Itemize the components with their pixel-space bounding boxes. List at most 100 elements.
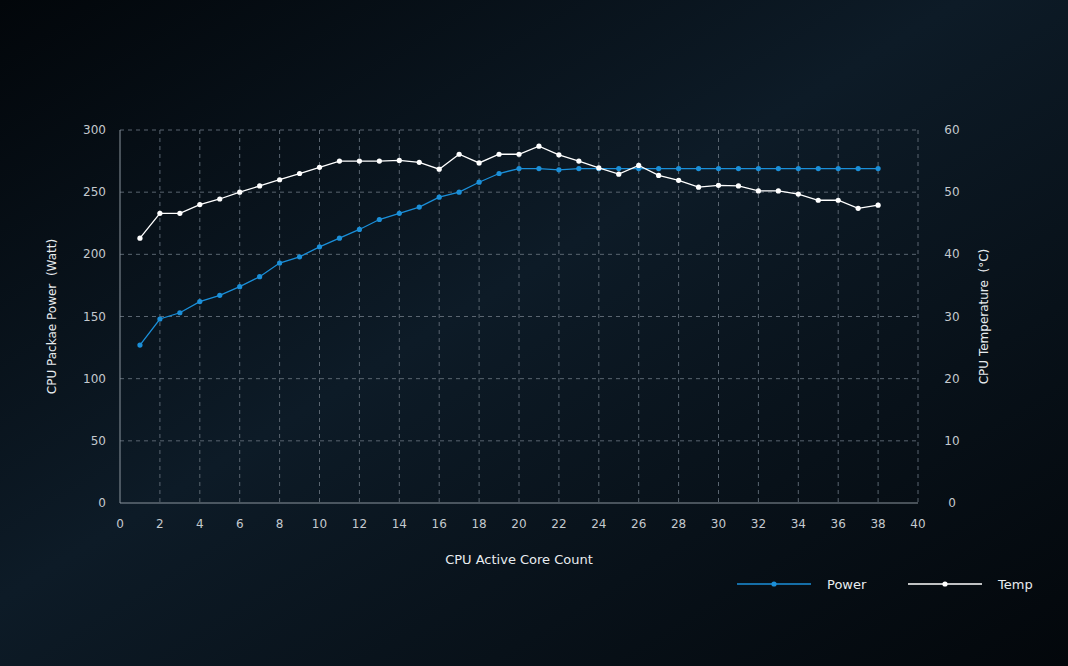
y2-tick-label: 60 <box>944 123 959 137</box>
grid-line-x <box>439 130 440 503</box>
series-marker <box>556 152 561 157</box>
series-marker <box>457 190 462 195</box>
series-marker <box>676 166 681 171</box>
series-marker <box>477 180 482 185</box>
y2-tick-label: 0 <box>948 496 956 510</box>
series-marker <box>596 165 601 170</box>
series-marker <box>337 236 342 241</box>
series-marker <box>177 211 182 216</box>
series-marker <box>237 284 242 289</box>
series-marker <box>337 158 342 163</box>
series-marker <box>217 196 222 201</box>
series-marker <box>856 166 861 171</box>
series-marker <box>377 217 382 222</box>
legend-label: Temp <box>997 577 1033 592</box>
series-marker <box>856 206 861 211</box>
x-tick-label: 22 <box>551 517 566 531</box>
series-marker <box>516 166 521 171</box>
grid-line-x <box>838 130 839 503</box>
x-tick-label: 2 <box>156 517 164 531</box>
plot-area <box>137 144 880 348</box>
series-marker <box>556 167 561 172</box>
series-marker <box>576 158 581 163</box>
y-tick-label: 50 <box>91 434 106 448</box>
series-marker <box>437 167 442 172</box>
x-tick-label: 8 <box>276 517 284 531</box>
legend-label: Power <box>827 577 867 592</box>
y-axis <box>120 130 121 503</box>
series-marker <box>616 166 621 171</box>
x-tick-label: 4 <box>196 517 204 531</box>
y2-tick-label: 10 <box>944 434 959 448</box>
series-marker <box>137 342 142 347</box>
series-marker <box>696 166 701 171</box>
series-marker <box>656 173 661 178</box>
grid-line-x <box>519 130 520 503</box>
series-marker <box>257 274 262 279</box>
y2-tick-label: 30 <box>944 310 959 324</box>
grid-line-y <box>120 378 918 379</box>
series-marker <box>177 310 182 315</box>
x-tick-label: 12 <box>352 517 367 531</box>
series-marker <box>157 316 162 321</box>
series-marker <box>616 172 621 177</box>
series-marker <box>656 166 661 171</box>
series-marker <box>576 166 581 171</box>
series-marker <box>297 254 302 259</box>
series-marker <box>736 166 741 171</box>
series-marker <box>696 185 701 190</box>
y2-tick-label: 40 <box>944 247 959 261</box>
grid-line-x <box>598 130 599 503</box>
series-marker <box>197 299 202 304</box>
x-tick-label: 14 <box>392 517 407 531</box>
series-marker <box>776 188 781 193</box>
series-marker <box>736 183 741 188</box>
y-axis-title: CPU Packae Power (Watt) <box>45 239 59 394</box>
grid-line-y <box>120 254 918 255</box>
x-tick-label: 18 <box>471 517 486 531</box>
legend-marker <box>771 581 776 586</box>
series-marker <box>796 191 801 196</box>
x-tick-label: 34 <box>791 517 806 531</box>
series-marker <box>716 166 721 171</box>
series-marker <box>496 171 501 176</box>
x-tick-label: 32 <box>751 517 766 531</box>
y-tick-label: 150 <box>83 310 106 324</box>
series-marker <box>197 202 202 207</box>
grid-line-y <box>120 130 918 131</box>
series-marker <box>876 203 881 208</box>
series-marker <box>816 166 821 171</box>
series-marker <box>477 160 482 165</box>
series-marker <box>257 183 262 188</box>
series-marker <box>876 166 881 171</box>
series-marker <box>496 152 501 157</box>
series-marker <box>756 188 761 193</box>
grid-line-x <box>638 130 639 503</box>
x-tick-label: 0 <box>116 517 124 531</box>
y-tick-label: 300 <box>83 123 106 137</box>
series-marker <box>756 166 761 171</box>
grid-line-x <box>678 130 679 503</box>
series-line <box>140 146 878 238</box>
y2-tick-label: 20 <box>944 372 959 386</box>
grid-line-x <box>878 130 879 503</box>
series-marker <box>277 260 282 265</box>
x-tick-label: 24 <box>591 517 606 531</box>
legend-marker <box>942 581 947 586</box>
x-tick-label: 36 <box>831 517 846 531</box>
series-marker <box>836 198 841 203</box>
series-marker <box>676 178 681 183</box>
x-tick-label: 30 <box>711 517 726 531</box>
y2-axis-title: CPU Temperature (°C) <box>977 249 991 385</box>
x-tick-label: 10 <box>312 517 327 531</box>
grid-line-x <box>758 130 759 503</box>
grid-line-x <box>479 130 480 503</box>
series-marker <box>137 236 142 241</box>
x-tick-label: 6 <box>236 517 244 531</box>
grid-line-x <box>558 130 559 503</box>
series-marker <box>457 152 462 157</box>
series-marker <box>397 211 402 216</box>
series-marker <box>536 166 541 171</box>
series-marker <box>297 171 302 176</box>
y-tick-label: 200 <box>83 247 106 261</box>
